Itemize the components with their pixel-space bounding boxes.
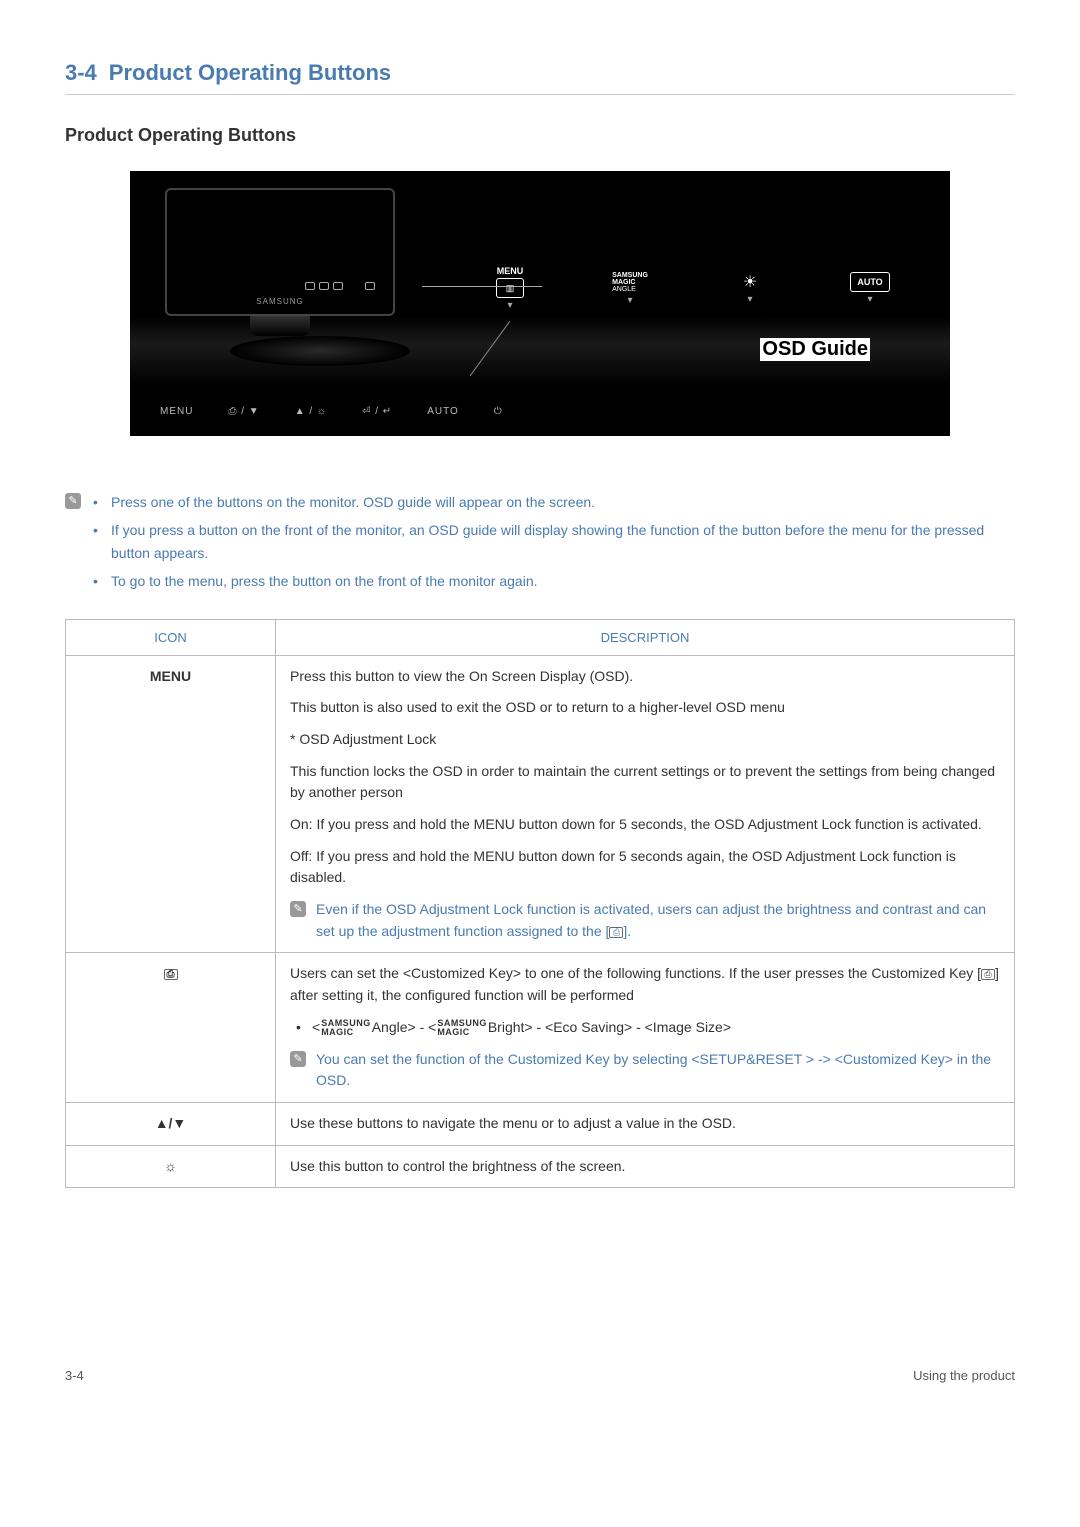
- strip-menu: MENU: [160, 406, 193, 417]
- desc-cell-menu: Press this button to view the On Screen …: [276, 655, 1015, 953]
- osd-btn-menu: MENU ▥ ▾: [480, 266, 540, 311]
- osd-btn-magic: SAMSUNGMAGICANGLE ▾: [600, 272, 660, 306]
- monitor-block: SAMSUNG: [130, 171, 430, 316]
- note-icon: ✎: [290, 1051, 306, 1067]
- customized-key-icon: ⎙: [981, 969, 995, 980]
- table-row: ⎙ Users can set the <Customized Key> to …: [66, 953, 1015, 1102]
- table-row: ☼ Use this button to control the brightn…: [66, 1145, 1015, 1188]
- icon-cell-customkey: ⎙: [66, 953, 276, 1102]
- section-title: 3-4 Product Operating Buttons: [65, 60, 1015, 95]
- strip-power: ⏻: [494, 406, 503, 417]
- desc-cell-brightness: Use this button to control the brightnes…: [276, 1145, 1015, 1188]
- strip-up-bright: ▲ / ☼: [295, 406, 327, 417]
- section-number: 3-4: [65, 60, 97, 85]
- samsung-magic-logo: SAMSUNGMAGIC: [437, 1019, 487, 1037]
- spec-table: ICON DESCRIPTION MENU Press this button …: [65, 619, 1015, 1189]
- table-row: ▲/▼ Use these buttons to navigate the me…: [66, 1102, 1015, 1145]
- strip-enter: ⏎ / ↵: [362, 406, 392, 417]
- samsung-magic-logo: SAMSUNGMAGIC: [321, 1019, 371, 1037]
- desc-cell-customkey: Users can set the <Customized Key> to on…: [276, 953, 1015, 1102]
- button-strip: MENU ⎙ / ▼ ▲ / ☼ ⏎ / ↵ AUTO ⏻: [130, 386, 950, 436]
- icon-cell-menu: MENU: [66, 655, 276, 953]
- strip-custom-down: ⎙ / ▼: [228, 406, 259, 417]
- footer-right: Using the product: [913, 1368, 1015, 1383]
- desc-cell-updown: Use these buttons to navigate the menu o…: [276, 1102, 1015, 1145]
- magic-options-line: <SAMSUNGMAGICAngle> - <SAMSUNGMAGICBrigh…: [290, 1017, 1000, 1039]
- note-icon: ✎: [290, 901, 306, 917]
- intro-note-item: Press one of the buttons on the monitor.…: [93, 491, 1015, 513]
- figure: SAMSUNG MENU ▥ ▾ SAMSUNGMAGICANGLE ▾ ☀ ▾…: [130, 171, 950, 436]
- menu-note: ✎ Even if the OSD Adjustment Lock functi…: [290, 899, 1000, 942]
- intro-note-list: Press one of the buttons on the monitor.…: [93, 491, 1015, 599]
- table-row: MENU Press this button to view the On Sc…: [66, 655, 1015, 953]
- intro-note-item: To go to the menu, press the button on t…: [93, 570, 1015, 592]
- col-header-icon: ICON: [66, 619, 276, 655]
- intro-note-item: If you press a button on the front of th…: [93, 519, 1015, 564]
- sub-heading: Product Operating Buttons: [65, 125, 1015, 146]
- osd-btn-auto: AUTO ▾: [840, 272, 900, 305]
- col-header-desc: DESCRIPTION: [276, 619, 1015, 655]
- page-footer: 3-4 Using the product: [65, 1368, 1015, 1383]
- note-icon: ✎: [65, 493, 81, 509]
- customized-key-icon: ⎙: [609, 927, 623, 938]
- osd-btn-brightness: ☀ ▾: [720, 272, 780, 305]
- osd-button-bar: MENU ▥ ▾ SAMSUNGMAGICANGLE ▾ ☀ ▾ AUTO ▾: [430, 266, 950, 311]
- icon-cell-brightness: ☼: [66, 1145, 276, 1188]
- footer-left: 3-4: [65, 1368, 84, 1383]
- strip-auto: AUTO: [427, 406, 459, 417]
- monitor-brand-label: SAMSUNG: [256, 297, 303, 306]
- icon-cell-updown: ▲/▼: [66, 1102, 276, 1145]
- osd-guide-label: OSD Guide: [760, 338, 870, 361]
- section-title-text: Product Operating Buttons: [109, 60, 391, 85]
- intro-note-block: ✎ Press one of the buttons on the monito…: [65, 491, 1015, 599]
- customkey-note: ✎ You can set the function of the Custom…: [290, 1049, 1000, 1092]
